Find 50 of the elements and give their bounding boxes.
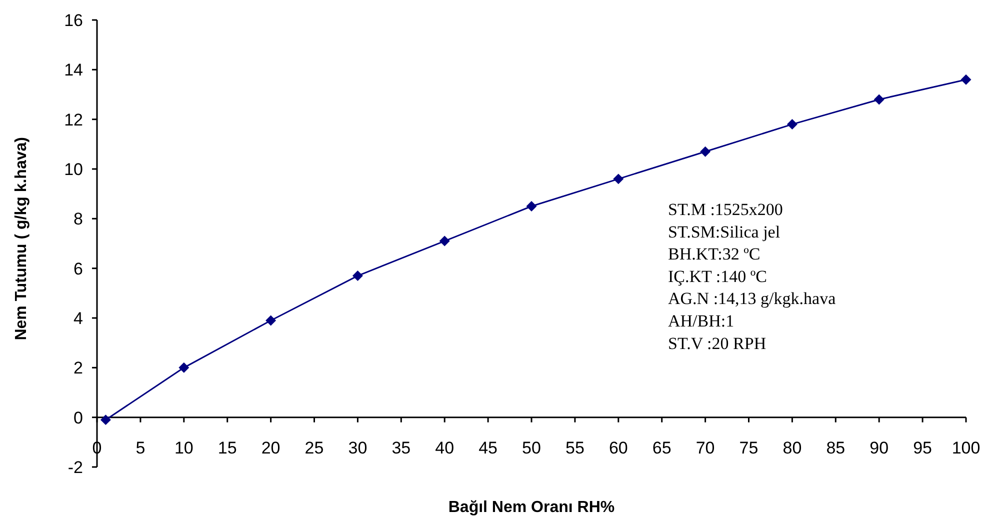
x-tick-label: 50 (522, 438, 541, 458)
point (700, 146, 711, 157)
point (352, 270, 363, 282)
y-axis-title: Nem Tutumu ( g/kg k.hava) (13, 137, 30, 340)
x-tick-label: 95 (913, 438, 932, 458)
point (266, 315, 276, 326)
annotation: ST.SM:Silica jel (668, 222, 780, 242)
x-tick-label: 70 (696, 438, 715, 458)
x-tick-label: 90 (870, 438, 889, 458)
y-tick-label: 8 (74, 210, 83, 229)
annotation: IÇ.KT :140 ºC (668, 266, 767, 286)
x-axis-title: Bağıl Nem Oranı RH% (448, 499, 615, 516)
annotation: AG.N :14,13 g/kgk.hava (668, 289, 836, 308)
x-tick-label: 30 (348, 438, 368, 458)
y-tick-label: -2 (68, 458, 83, 477)
x-tick-label: 60 (608, 438, 628, 458)
y-tick-label: 10 (64, 160, 83, 179)
x-tick-label: 40 (435, 438, 454, 458)
x-tick-label: 100 (952, 438, 980, 458)
x-tick-label: 65 (652, 438, 672, 458)
x-tick-label: 10 (174, 438, 194, 458)
x-tick-label: 5 (136, 438, 146, 458)
annotation: ST.M :1525x200 (668, 200, 783, 219)
y-tick-label: 6 (74, 259, 83, 278)
x-tick-label: 35 (392, 438, 411, 458)
x-tick-label: 25 (304, 438, 324, 458)
y-tick-label: 14 (64, 60, 83, 80)
y-tick-label: 12 (64, 110, 83, 130)
point (178, 362, 190, 373)
x-tick-label: 80 (782, 438, 802, 458)
x-tick-label: 20 (261, 438, 280, 458)
x-tick-label: 15 (218, 438, 237, 458)
annotation: BH.KT:32 ºC (668, 244, 760, 264)
y-tick-label: 2 (74, 358, 83, 378)
point (613, 174, 624, 184)
x-tick-label: 75 (739, 438, 758, 458)
y-tick-label: 16 (64, 10, 83, 30)
point (439, 236, 450, 246)
point (100, 414, 111, 426)
y-tick-label: 0 (74, 408, 83, 428)
x-tick-label: 85 (826, 438, 846, 458)
annotation: ST.V :20 RPH (668, 334, 766, 353)
x-tick-label: 55 (565, 438, 584, 458)
point (526, 201, 537, 212)
point (786, 119, 798, 130)
annotation: AH/BH:1 (668, 312, 734, 330)
point (960, 74, 972, 85)
x-tick-label: 45 (478, 438, 498, 458)
y-tick-label: 4 (74, 308, 83, 328)
point (874, 94, 884, 105)
